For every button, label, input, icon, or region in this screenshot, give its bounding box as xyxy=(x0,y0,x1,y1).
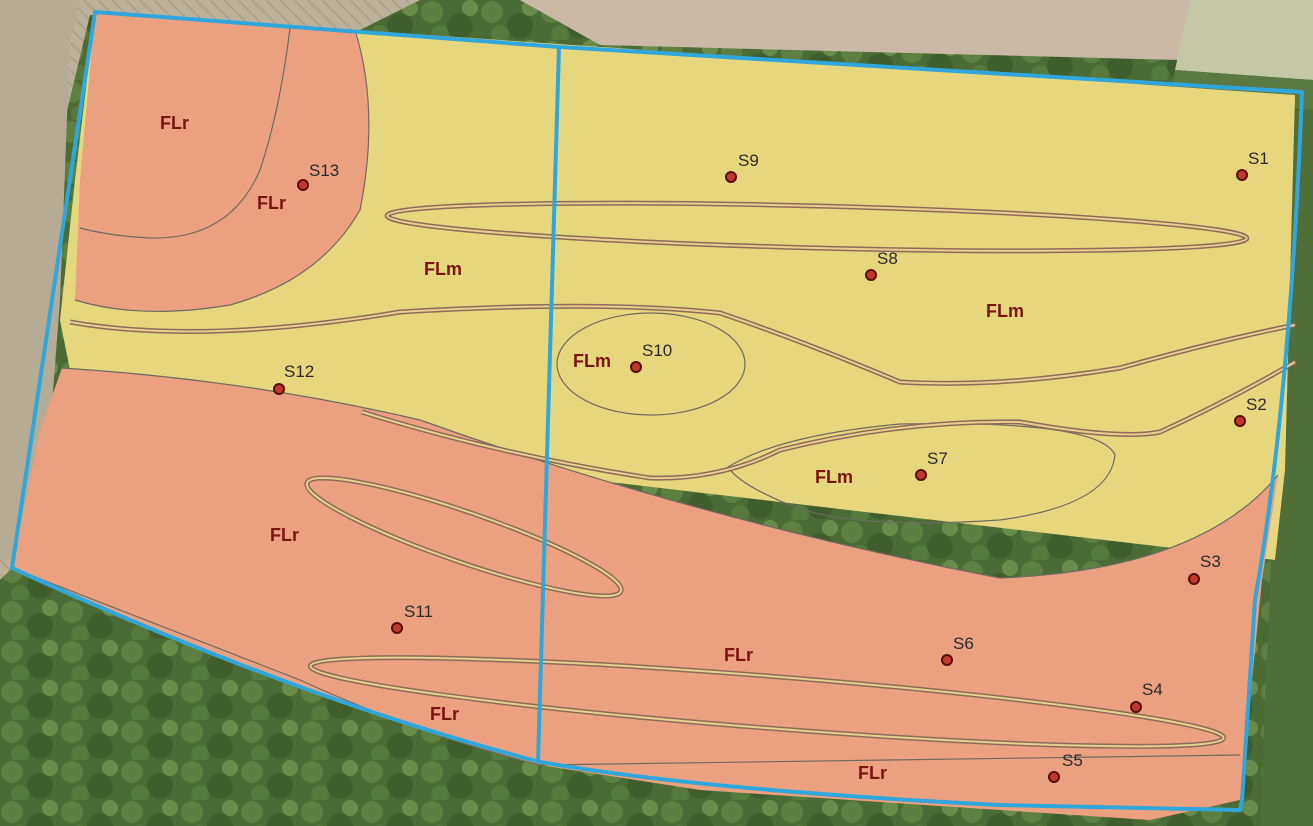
sample-point-s1[interactable]: S1 xyxy=(1236,149,1269,181)
sample-point-label: S12 xyxy=(284,362,314,381)
flr-zone-south xyxy=(12,368,1278,820)
sample-point-label: S9 xyxy=(738,151,759,170)
sample-point-label: S5 xyxy=(1062,751,1083,770)
sample-point-s5[interactable]: S5 xyxy=(1048,751,1083,783)
sample-point-label: S4 xyxy=(1142,680,1163,699)
zone-label-flr: FLr xyxy=(858,763,887,783)
sample-point-s3[interactable]: S3 xyxy=(1188,552,1221,585)
sample-point-label: S6 xyxy=(953,634,974,653)
sample-point-label: S1 xyxy=(1248,149,1269,168)
zone-lines xyxy=(11,27,1279,766)
zone-label-flm: FLm xyxy=(424,259,462,279)
sample-point-s10[interactable]: S10 xyxy=(630,341,672,373)
sample-point-label: S13 xyxy=(309,161,339,180)
zone-label-flr: FLr xyxy=(160,113,189,133)
field-boundary xyxy=(10,10,1304,812)
sample-point-label: S10 xyxy=(642,341,672,360)
zone-label-flm: FLm xyxy=(986,301,1024,321)
sample-point-s4[interactable]: S4 xyxy=(1130,680,1163,713)
zone-labels: FLr FLr FLr FLr FLr FLr FLm FLm FLm FLm xyxy=(160,113,1024,783)
zone-label-flm: FLm xyxy=(573,351,611,371)
sample-point-s6[interactable]: S6 xyxy=(941,634,974,666)
sample-point-label: S7 xyxy=(927,449,948,468)
zone-label-flr: FLr xyxy=(270,525,299,545)
double-lines xyxy=(69,200,1297,749)
zone-label-flr: FLr xyxy=(724,645,753,665)
zone-label-flr: FLr xyxy=(430,704,459,724)
sample-point-s12[interactable]: S12 xyxy=(273,362,314,395)
zone-label-flr: FLr xyxy=(257,193,286,213)
sample-point-s7[interactable]: S7 xyxy=(915,449,948,481)
sample-point-s11[interactable]: S11 xyxy=(391,602,433,634)
sample-point-label: S3 xyxy=(1200,552,1221,571)
sample-point-s13[interactable]: S13 xyxy=(297,161,339,191)
sample-points: S1 S2 S3 S4 S5 S6 S7 S8 xyxy=(273,149,1269,783)
sample-point-s2[interactable]: S2 xyxy=(1234,395,1267,427)
sample-point-label: S8 xyxy=(877,249,898,268)
sample-point-label: S11 xyxy=(404,602,433,621)
sample-point-label: S2 xyxy=(1246,395,1267,414)
sample-point-s9[interactable]: S9 xyxy=(725,151,759,183)
zone-label-flm: FLm xyxy=(815,467,853,487)
flr-zone-northwest xyxy=(75,12,369,312)
sample-point-s8[interactable]: S8 xyxy=(865,249,898,281)
